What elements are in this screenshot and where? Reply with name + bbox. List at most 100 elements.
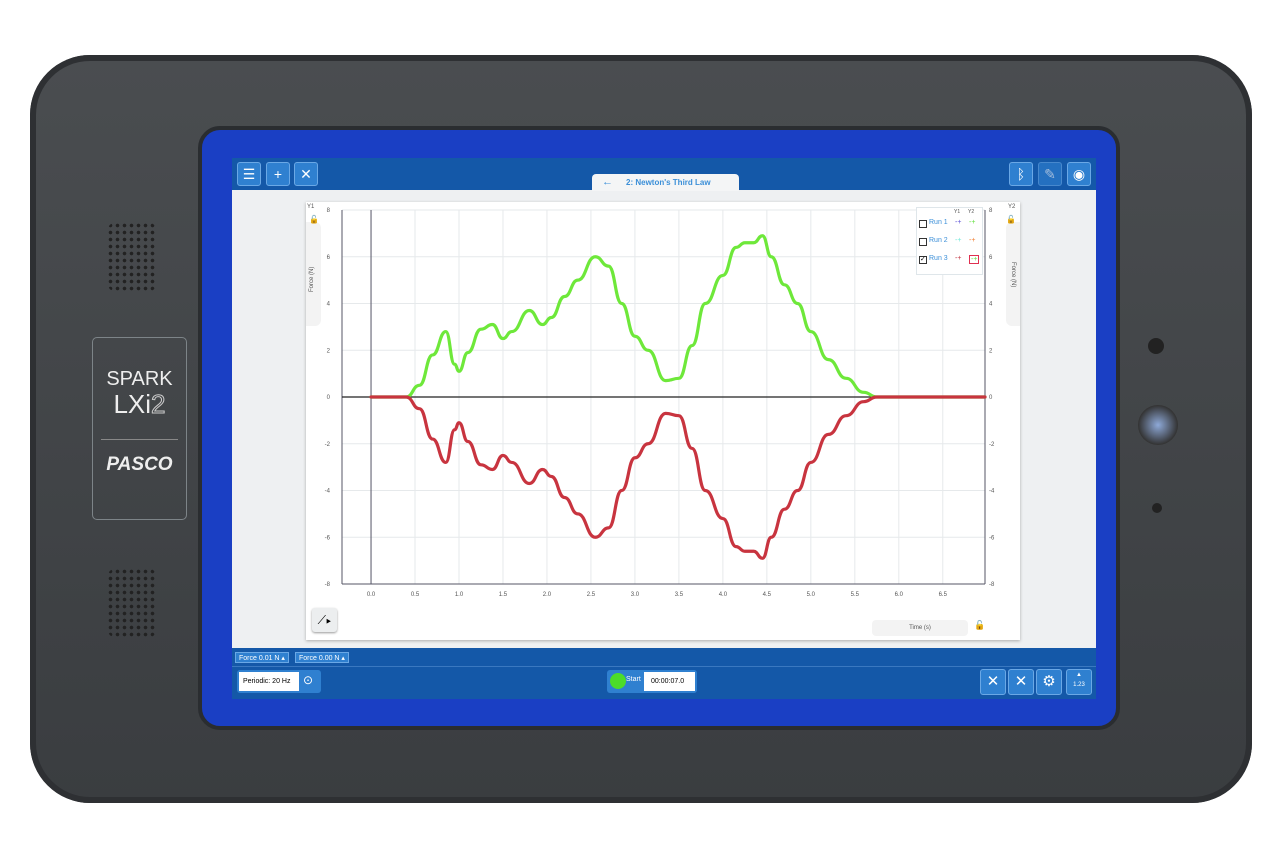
- y2-tick-label: 8: [989, 208, 993, 214]
- run-y2-symbol-icon[interactable]: -+: [969, 219, 976, 226]
- meter-label: Force: [239, 655, 257, 662]
- back-arrow-icon[interactable]: ←: [602, 176, 613, 188]
- run-y2-symbol-icon[interactable]: -+: [969, 237, 976, 244]
- tab-page[interactable]: ← 2: Newton's Third Law: [592, 174, 739, 191]
- legend-y2-header: Y2: [968, 209, 975, 215]
- sampling-control[interactable]: Periodic: 20 Hz ⊙: [237, 670, 321, 693]
- close-file-icon[interactable]: ✕: [294, 162, 318, 186]
- graph-tools-icon[interactable]: ⟋▸: [312, 608, 337, 632]
- y2-label: Y2: [1008, 204, 1016, 210]
- sensor-tools-icon[interactable]: ✕: [1008, 669, 1034, 695]
- y1-axis-title: Force (N): [309, 266, 315, 292]
- top-toolbar: ☰ + ✕ ← 2: Newton's Third Law ᛒ ✎ ◉: [232, 158, 1096, 191]
- legend-row-run-2[interactable]: Run 2 -+ -+: [919, 237, 983, 249]
- x-axis-title: Time (s): [909, 625, 931, 631]
- x-tick-label: 3.0: [631, 592, 640, 598]
- y1-tick-label: -8: [325, 582, 331, 588]
- y1-tick-label: -6: [325, 535, 331, 541]
- x-lock-icon[interactable]: 🔓: [974, 620, 986, 630]
- journal-icon[interactable]: ✎: [1038, 162, 1062, 186]
- y2-tick-label: -6: [989, 535, 995, 541]
- y1-axis-selector[interactable]: Force (N): [306, 222, 321, 326]
- legend-y1-header: Y1: [954, 209, 961, 215]
- y1-label: Y1: [307, 204, 315, 210]
- run-y2-symbol-icon[interactable]: -+: [969, 255, 980, 264]
- force-time-chart[interactable]: 0.0 0.5 1.0 1.5 2.0 2.5 3.0 3.5 4.0 4.5 5.0 5.5 6.0 6…: [306, 202, 1020, 640]
- calculator-icon[interactable]: ▲ 1.23: [1066, 669, 1092, 695]
- x-axis-selector[interactable]: Time (s): [872, 620, 968, 636]
- menu-icon[interactable]: ☰: [237, 162, 261, 186]
- x-tick-label: 5.0: [807, 592, 816, 598]
- pasco-logo: PASCO: [106, 454, 173, 475]
- start-label[interactable]: Start: [626, 676, 641, 683]
- timer-mode-icon[interactable]: ⊙: [303, 673, 314, 687]
- y2-tick-label: 0: [989, 395, 993, 401]
- x-tick-label: 1.0: [455, 592, 464, 598]
- x-tick-label: 0.5: [411, 592, 420, 598]
- hardware-setup-icon[interactable]: ⚙: [1036, 669, 1062, 695]
- y2-tick-label: 4: [989, 302, 993, 308]
- x-tick-label: 4.5: [763, 592, 772, 598]
- graph-panel: 0.0 0.5 1.0 1.5 2.0 2.5 3.0 3.5 4.0 4.5 5.0 5.5 6.0 6…: [306, 202, 1020, 640]
- screen: ☰ + ✕ ← 2: Newton's Third Law ᛒ ✎ ◉ 0.0 0…: [232, 158, 1096, 699]
- sensor: [1152, 503, 1162, 513]
- meter-label: Force: [299, 655, 317, 662]
- y2-tick-label: 2: [989, 348, 993, 354]
- run-label: Run 3: [929, 255, 948, 262]
- y1-lock-icon[interactable]: 🔓: [309, 215, 319, 224]
- y1-tick-label: 2: [327, 348, 331, 354]
- sample-rate[interactable]: Periodic: 20 Hz: [239, 672, 299, 691]
- speaker-grill: [107, 568, 157, 638]
- run-y1-symbol-icon[interactable]: -+: [955, 237, 962, 244]
- y2-axis-selector[interactable]: Force (N): [1006, 222, 1020, 326]
- y1-tick-label: 8: [327, 208, 331, 214]
- run-label: Run 1: [929, 219, 948, 226]
- home-button[interactable]: [1138, 405, 1178, 445]
- start-control[interactable]: Start 00:00:07.0: [607, 670, 697, 693]
- tools-icon[interactable]: ✕: [980, 669, 1006, 695]
- elapsed-timer: 00:00:07.0: [644, 672, 695, 691]
- run-checkbox[interactable]: ✓: [919, 256, 927, 264]
- run-label: Run 2: [929, 237, 948, 244]
- run-checkbox[interactable]: [919, 238, 927, 246]
- y2-tick-label: -8: [989, 582, 995, 588]
- y2-axis-title: Force (N): [1010, 262, 1016, 288]
- y2-tick-label: 6: [989, 255, 993, 261]
- new-file-icon[interactable]: +: [266, 162, 290, 186]
- x-tick-label: 6.0: [895, 592, 904, 598]
- meter-force-2[interactable]: Force 0.00 N ▴: [295, 652, 349, 663]
- series-line-y2: [369, 234, 987, 399]
- x-tick-label: 2.5: [587, 592, 596, 598]
- y2-tick-label: -2: [989, 442, 995, 448]
- y2-lock-icon[interactable]: 🔓: [1006, 215, 1016, 224]
- x-tick-label: 6.5: [939, 592, 948, 598]
- y2-tick-label: -4: [989, 489, 995, 495]
- legend: Y1 Y2 Run 1 -+ -+ Run 2 -+ -+ ✓ Run 3 -+ …: [916, 207, 983, 275]
- y1-tick-label: 4: [327, 302, 331, 308]
- meter-value: 0.01 N: [258, 655, 280, 662]
- bluetooth-icon[interactable]: ᛒ: [1009, 162, 1033, 186]
- brand-suffix: 2: [151, 389, 167, 419]
- y1-tick-label: 0: [327, 395, 331, 401]
- x-tick-label: 1.5: [499, 592, 508, 598]
- x-tick-label: 0.0: [367, 592, 376, 598]
- y1-tick-label: -4: [325, 489, 331, 495]
- run-y1-symbol-icon[interactable]: -+: [955, 255, 962, 262]
- x-tick-label: 2.0: [543, 592, 552, 598]
- run-y1-symbol-icon[interactable]: -+: [955, 219, 962, 226]
- start-button-icon[interactable]: [610, 673, 626, 689]
- series-line-y1: [369, 395, 987, 560]
- brand-line2: LXi: [113, 389, 152, 419]
- legend-row-run-1[interactable]: Run 1 -+ -+: [919, 219, 983, 231]
- y1-tick-label: -2: [325, 442, 331, 448]
- x-tick-label: 3.5: [675, 592, 684, 598]
- camera-icon[interactable]: ◉: [1067, 162, 1091, 186]
- meter-force-1[interactable]: Force 0.01 N ▴: [235, 652, 289, 663]
- camera-lens: [1148, 338, 1164, 354]
- x-tick-label: 4.0: [719, 592, 728, 598]
- y1-tick-label: 6: [327, 255, 331, 261]
- legend-row-run-3[interactable]: ✓ Run 3 -+ -+: [919, 255, 983, 267]
- brand-line1: SPARK: [106, 368, 173, 390]
- meter-value: 0.00 N: [318, 655, 340, 662]
- run-checkbox[interactable]: [919, 220, 927, 228]
